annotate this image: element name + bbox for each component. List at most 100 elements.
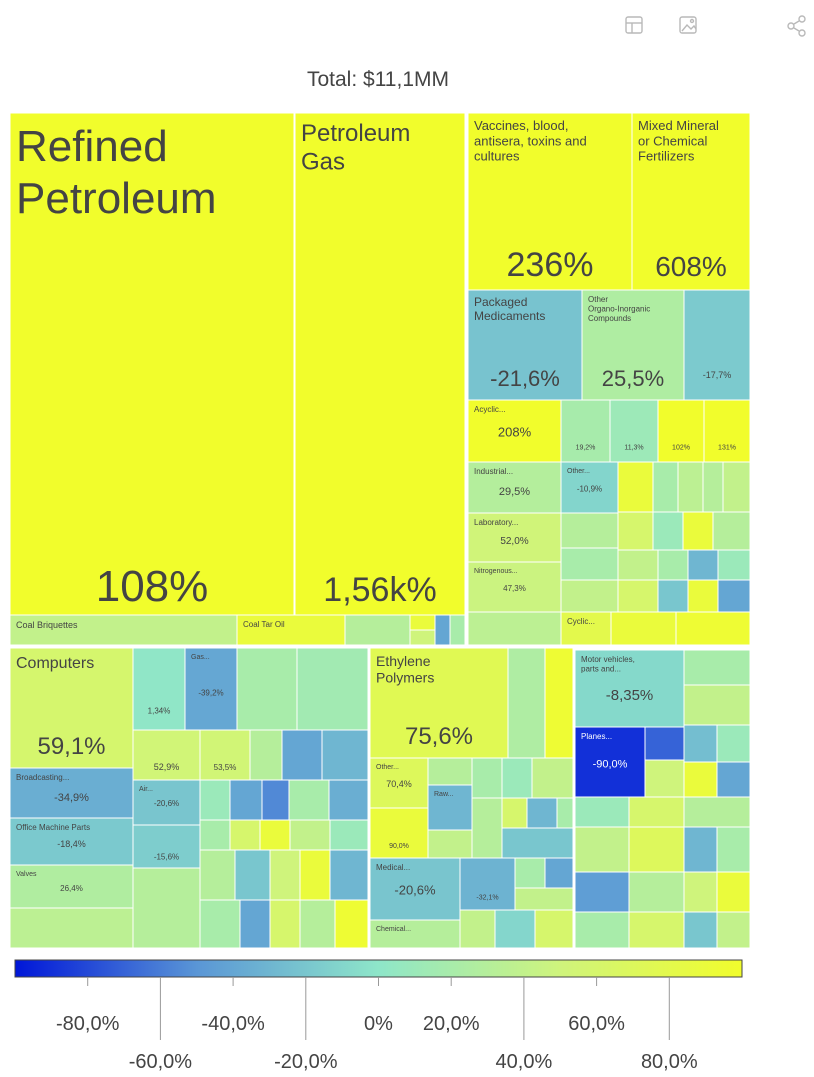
tile-label: Industrial... bbox=[474, 467, 513, 476]
tile bbox=[296, 647, 369, 731]
tile bbox=[199, 899, 241, 949]
tile bbox=[717, 579, 751, 613]
tile bbox=[560, 611, 612, 646]
colorbar-tick-label: -20,0% bbox=[274, 1051, 338, 1073]
table-icon[interactable] bbox=[625, 16, 643, 34]
tile bbox=[652, 461, 679, 513]
tile bbox=[249, 729, 283, 781]
tile-value: 208% bbox=[498, 425, 532, 440]
tile bbox=[560, 461, 619, 514]
tile-label: Acyclic... bbox=[474, 405, 506, 414]
tile bbox=[507, 647, 546, 759]
tile-value: 75,6% bbox=[405, 723, 473, 750]
tile bbox=[344, 614, 411, 646]
tile-value: -21,6% bbox=[490, 366, 560, 391]
tile bbox=[281, 729, 323, 781]
tile-value: -39,2% bbox=[198, 689, 223, 698]
tile bbox=[334, 899, 369, 949]
tile bbox=[560, 547, 619, 581]
tile bbox=[722, 461, 751, 513]
tile-label: Other... bbox=[376, 764, 399, 771]
tile-label: Other... bbox=[567, 468, 590, 475]
tile-label: Coal Tar Oil bbox=[243, 620, 285, 629]
tile bbox=[631, 112, 751, 291]
tile bbox=[9, 907, 134, 949]
tile bbox=[199, 779, 231, 821]
tile-value: -15,6% bbox=[154, 852, 179, 861]
tile bbox=[716, 724, 751, 763]
tile bbox=[269, 899, 301, 949]
tile bbox=[574, 796, 630, 828]
tile bbox=[617, 549, 659, 581]
tile bbox=[269, 849, 301, 901]
tile bbox=[609, 399, 659, 463]
tile-label: Office Machine Parts bbox=[16, 823, 90, 832]
tile bbox=[299, 849, 331, 901]
tile bbox=[716, 826, 751, 873]
tile bbox=[628, 826, 685, 873]
tile-label: Other Organo-Inorganic Compounds bbox=[588, 295, 650, 323]
tile-value: 25,5% bbox=[602, 366, 664, 391]
tile bbox=[321, 729, 369, 781]
tile-value: 59,1% bbox=[37, 733, 105, 760]
tile bbox=[617, 461, 654, 513]
tile bbox=[581, 289, 685, 401]
tile-value: 608% bbox=[655, 251, 727, 282]
colorbar-tick-label: -80,0% bbox=[56, 1013, 120, 1035]
share-icon[interactable] bbox=[787, 15, 806, 37]
tile bbox=[199, 729, 251, 781]
tile bbox=[236, 647, 298, 731]
tile bbox=[329, 849, 369, 901]
tile-value: 19,2% bbox=[576, 445, 596, 452]
tile-label: Packaged Medicaments bbox=[474, 295, 545, 323]
tile bbox=[132, 867, 201, 949]
tile bbox=[132, 729, 201, 781]
tile bbox=[560, 579, 619, 613]
tile bbox=[687, 549, 719, 581]
tile bbox=[184, 647, 238, 731]
tile-label: Ethylene Polymers bbox=[376, 653, 434, 686]
image-icon[interactable] bbox=[679, 16, 697, 34]
tile bbox=[501, 827, 574, 859]
tile bbox=[471, 757, 503, 799]
colorbar-gradient bbox=[14, 959, 743, 978]
tile bbox=[628, 871, 685, 913]
tile bbox=[687, 579, 719, 613]
tile bbox=[369, 919, 461, 949]
tile bbox=[9, 767, 134, 819]
tile bbox=[574, 871, 630, 913]
tile-value: 26,4% bbox=[60, 884, 83, 893]
colorbar-tick-label: -60,0% bbox=[129, 1051, 193, 1073]
tile bbox=[289, 819, 331, 851]
tile-label: Cyclic... bbox=[567, 617, 595, 626]
tile bbox=[683, 911, 718, 949]
tile bbox=[683, 649, 751, 686]
colorbar-tick-label: 60,0% bbox=[568, 1013, 625, 1035]
tile bbox=[574, 649, 685, 728]
tile bbox=[702, 461, 724, 513]
tile bbox=[610, 611, 677, 646]
tile bbox=[299, 899, 336, 949]
tile bbox=[9, 817, 134, 866]
tile bbox=[526, 797, 558, 829]
tile bbox=[683, 761, 718, 798]
tile bbox=[471, 797, 503, 859]
tile-value: -32,1% bbox=[476, 895, 498, 902]
tile bbox=[683, 826, 718, 873]
tile bbox=[644, 726, 685, 761]
tile bbox=[459, 857, 516, 911]
tile-label: Nitrogenous... bbox=[474, 568, 518, 575]
tile-label: Broadcasting... bbox=[16, 773, 69, 782]
tile-label: Petroleum Gas bbox=[301, 120, 410, 175]
tile bbox=[427, 784, 473, 831]
tile-value: 1,34% bbox=[148, 707, 171, 716]
tile bbox=[657, 399, 705, 463]
tile bbox=[9, 647, 134, 769]
tile bbox=[467, 611, 562, 646]
tile-value: 11,3% bbox=[624, 445, 643, 452]
colorbar-tick-label: -40,0% bbox=[201, 1013, 265, 1035]
tile bbox=[467, 561, 562, 613]
tile bbox=[501, 757, 533, 799]
tile-value: 108% bbox=[96, 562, 209, 611]
tile bbox=[657, 579, 689, 613]
